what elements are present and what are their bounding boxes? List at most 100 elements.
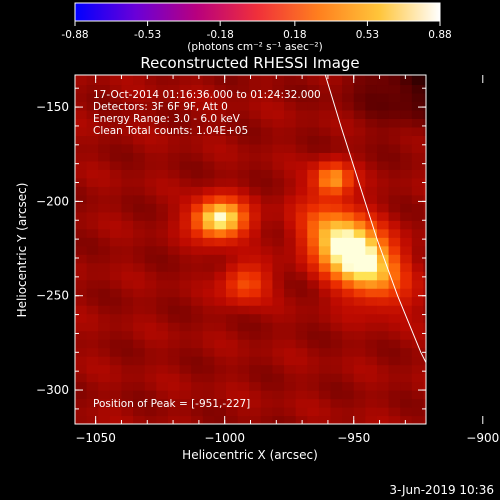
heatmap-cell <box>214 220 227 230</box>
heatmap-cell <box>167 169 181 179</box>
heatmap-cell <box>318 288 332 298</box>
heatmap-cell <box>225 305 239 315</box>
heatmap-cell <box>423 160 426 170</box>
heatmap-cell <box>423 237 426 247</box>
heatmap-cell <box>284 381 297 391</box>
heatmap-cell <box>191 356 204 366</box>
heatmap-cell <box>272 381 285 391</box>
heatmap-cell <box>179 152 192 162</box>
heatmap-cell <box>365 220 378 230</box>
heatmap-cell <box>318 381 332 391</box>
heatmap-cell <box>284 118 297 128</box>
heatmap-cell <box>98 322 111 332</box>
heatmap-cell <box>156 152 169 162</box>
heatmap-cell <box>144 194 157 204</box>
heatmap-cell <box>191 177 204 187</box>
heatmap-cell <box>365 322 378 332</box>
heatmap-cell <box>388 330 401 340</box>
heatmap-cell <box>353 228 366 238</box>
heatmap-cell <box>109 279 123 289</box>
heatmap-cell <box>98 109 111 119</box>
heatmap-cell <box>318 364 332 374</box>
heatmap-cell <box>411 143 425 153</box>
heatmap-cell <box>272 373 285 383</box>
heatmap-cell <box>423 330 426 340</box>
heatmap-cell <box>318 415 332 424</box>
heatmap-cell <box>109 84 123 94</box>
heatmap-cell <box>353 415 366 424</box>
heatmap-cell <box>156 245 169 255</box>
heatmap-cell <box>167 398 181 408</box>
heatmap-cell <box>179 186 192 196</box>
heatmap-cell <box>191 407 204 417</box>
heatmap-cell <box>318 296 332 306</box>
heatmap-cell <box>214 305 227 315</box>
heatmap-cell <box>109 415 123 424</box>
heatmap-cell <box>400 245 413 255</box>
heatmap-cell <box>98 237 111 247</box>
heatmap-cell <box>318 169 332 179</box>
heatmap-cell <box>411 262 425 272</box>
heatmap-cell <box>202 330 215 340</box>
heatmap-cell <box>284 186 297 196</box>
heatmap-cell <box>307 109 320 119</box>
heatmap-cell <box>86 203 99 213</box>
heatmap-cell <box>318 152 332 162</box>
heatmap-cell <box>376 305 390 315</box>
heatmap-cell <box>330 254 343 264</box>
heatmap-cell <box>237 177 250 187</box>
heatmap-cell <box>330 92 343 103</box>
heatmap-cell <box>411 177 425 187</box>
heatmap-cell <box>156 169 169 179</box>
heatmap-cell <box>376 407 390 417</box>
heatmap-cell <box>237 143 250 153</box>
heatmap-cell <box>376 398 390 408</box>
heatmap-cell <box>109 126 123 136</box>
heatmap-cell <box>202 288 215 298</box>
heatmap-cell <box>214 84 227 94</box>
heatmap-cell <box>365 373 378 383</box>
heatmap-cell <box>318 220 332 230</box>
heatmap-cell <box>284 245 297 255</box>
heatmap-cell <box>388 245 401 255</box>
heatmap-cell <box>260 305 274 315</box>
heatmap-cell <box>214 415 227 424</box>
heatmap-cell <box>295 126 308 136</box>
heatmap-cell <box>156 373 169 383</box>
heatmap-cell <box>98 407 111 417</box>
heatmap-cell <box>400 135 413 145</box>
heatmap-cell <box>121 262 134 272</box>
heatmap-cell <box>423 126 426 136</box>
y-tick-label: −150 <box>36 100 69 114</box>
heatmap-cell <box>307 160 320 170</box>
heatmap-cell <box>144 84 157 94</box>
heatmap-cell <box>237 101 250 111</box>
heatmap-cell <box>365 390 378 400</box>
heatmap-cell <box>121 92 134 103</box>
heatmap-cell <box>342 169 355 179</box>
heatmap-cell <box>133 415 146 424</box>
heatmap-cell <box>86 75 99 86</box>
heatmap-cell <box>330 364 343 374</box>
heatmap-cell <box>167 177 181 187</box>
heatmap-cell <box>156 288 169 298</box>
heatmap-cell <box>144 347 157 357</box>
heatmap-cell <box>272 92 285 103</box>
heatmap-cell <box>353 356 366 366</box>
heatmap-cell <box>388 322 401 332</box>
heatmap-cell <box>353 279 366 289</box>
heatmap-cell <box>191 118 204 128</box>
heatmap-cell <box>202 75 215 86</box>
heatmap-cell <box>388 143 401 153</box>
heatmap-cell <box>284 398 297 408</box>
heatmap-cell <box>307 203 320 213</box>
heatmap-cell <box>156 84 169 94</box>
heatmap-cell <box>225 347 239 357</box>
heatmap-cell <box>225 356 239 366</box>
heatmap-cell <box>249 186 262 196</box>
heatmap-cell <box>133 135 146 145</box>
heatmap-cell <box>295 75 308 86</box>
heatmap-cell <box>249 228 262 238</box>
heatmap-cell <box>307 245 320 255</box>
heatmap-cell <box>353 407 366 417</box>
